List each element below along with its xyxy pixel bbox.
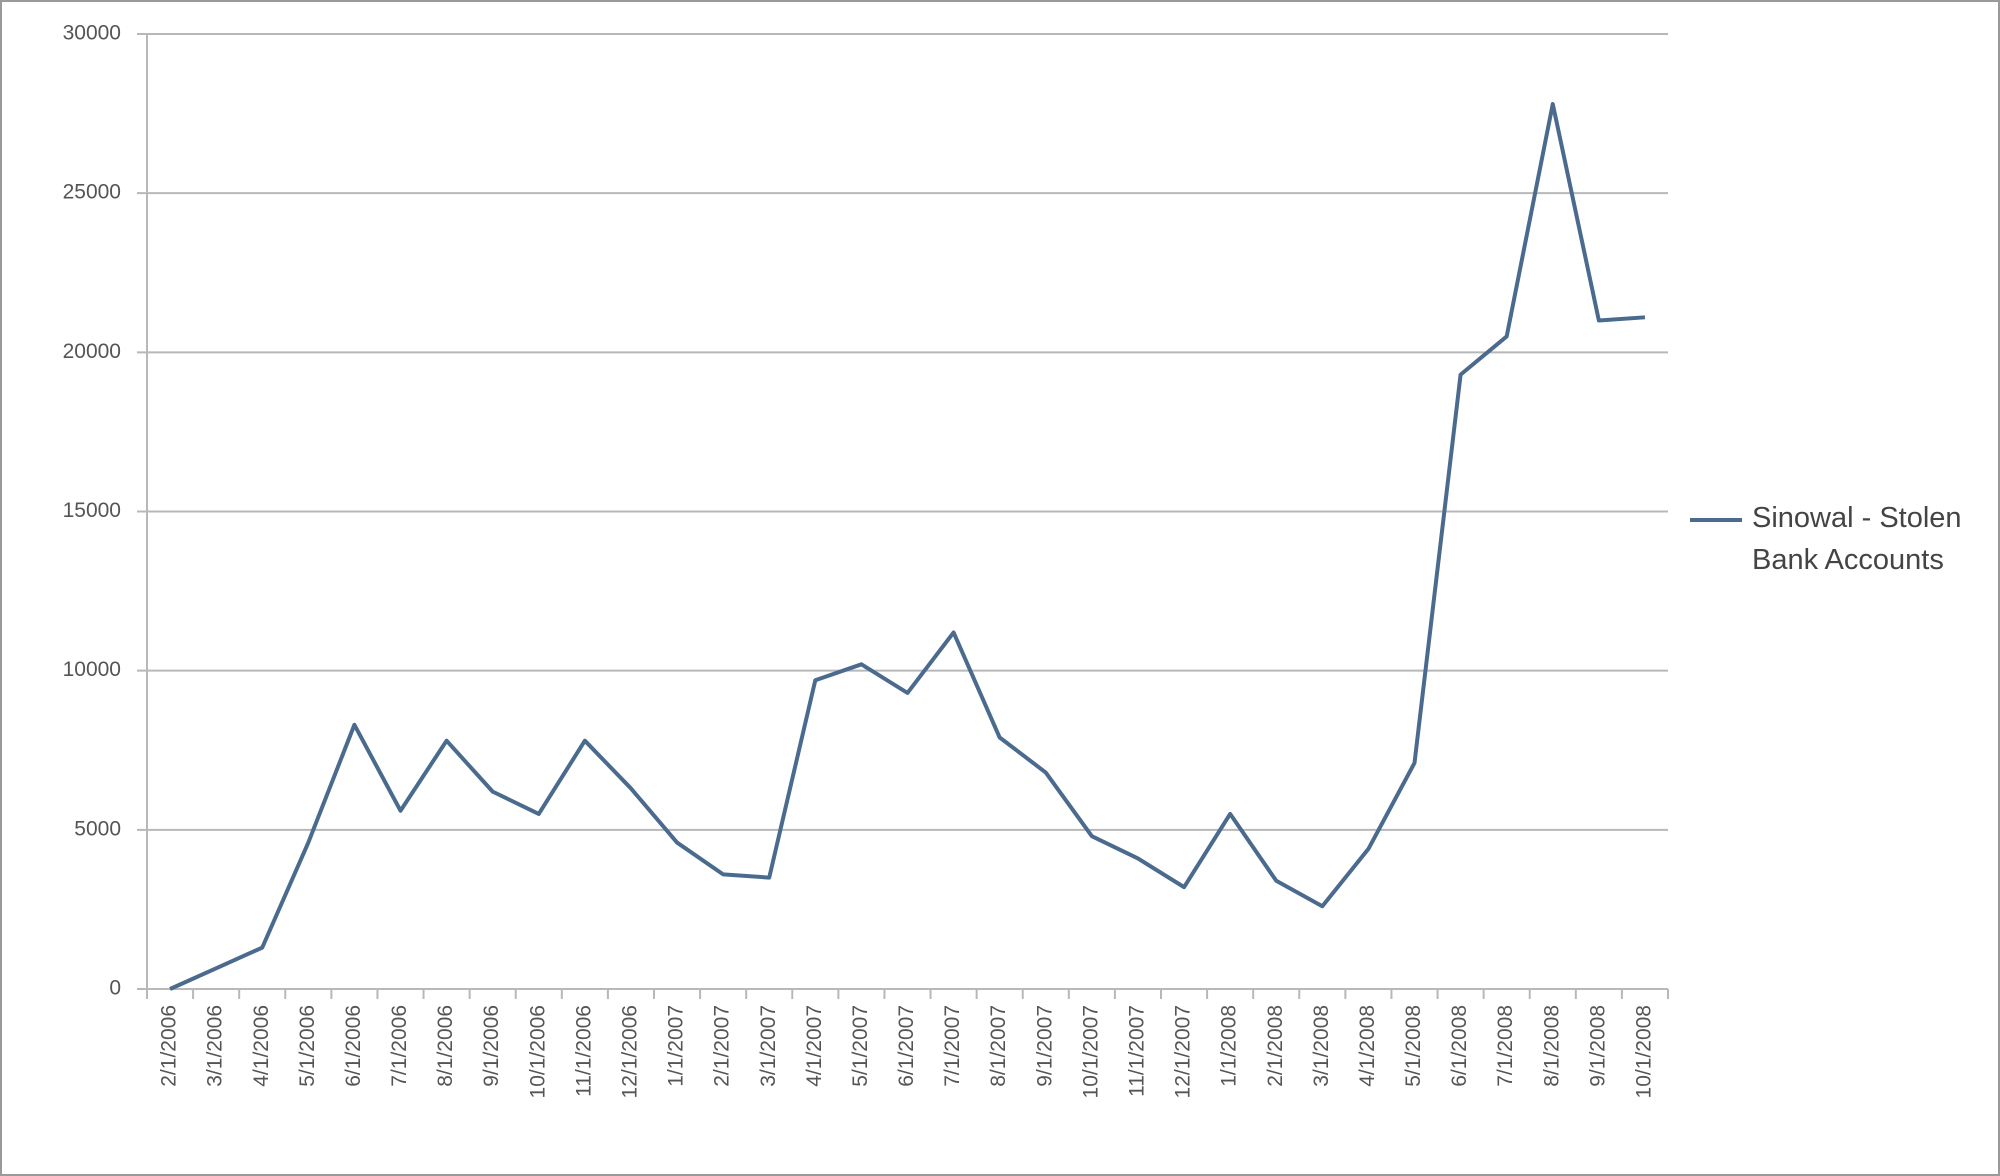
x-tick-label: 6/1/2006: [342, 1005, 365, 1087]
x-tick-label: 7/1/2006: [388, 1005, 411, 1087]
x-tick-label: 8/1/2006: [434, 1005, 457, 1087]
x-tick-label: 8/1/2007: [987, 1005, 1010, 1087]
x-tick-label: 9/1/2006: [480, 1005, 503, 1087]
y-tick-label: 20000: [63, 340, 121, 363]
y-tick-label: 10000: [63, 658, 121, 681]
x-tick-label: 9/1/2007: [1033, 1005, 1056, 1087]
x-tick-label: 5/1/2007: [849, 1005, 872, 1087]
x-tick-label: 12/1/2006: [619, 1005, 642, 1098]
x-tick-label: 2/1/2006: [158, 1005, 181, 1087]
x-tick-label: 8/1/2008: [1540, 1005, 1563, 1087]
y-tick-label: 25000: [63, 181, 121, 204]
x-tick-label: 4/1/2006: [250, 1005, 273, 1087]
x-tick-label: 5/1/2006: [296, 1005, 319, 1087]
x-tick-label: 6/1/2008: [1448, 1005, 1471, 1087]
series-line: [169, 102, 1646, 991]
x-tick-label: 3/1/2006: [204, 1005, 227, 1087]
legend-label: Sinowal - Stolen Bank Accounts: [1752, 502, 1962, 576]
y-tick-label: 0: [109, 977, 121, 1000]
y-tick-label: 5000: [74, 817, 121, 840]
x-tick-label: 5/1/2008: [1402, 1005, 1425, 1087]
x-tick-label: 12/1/2007: [1172, 1005, 1195, 1098]
x-tick-label: 11/1/2007: [1126, 1005, 1149, 1097]
y-tick-label: 15000: [63, 499, 121, 522]
x-tick-label: 1/1/2008: [1218, 1005, 1241, 1087]
x-tick-label: 10/1/2008: [1633, 1005, 1656, 1098]
x-tick-label: 7/1/2008: [1494, 1005, 1517, 1087]
x-tick-label: 11/1/2006: [572, 1005, 595, 1097]
legend-swatch: [1690, 518, 1742, 522]
x-tick-label: 1/1/2007: [665, 1005, 688, 1087]
x-tick-label: 10/1/2006: [526, 1005, 549, 1098]
x-tick-label: 2/1/2008: [1264, 1005, 1287, 1087]
x-tick-label: 6/1/2007: [895, 1005, 918, 1087]
x-tick-label: 7/1/2007: [941, 1005, 964, 1087]
x-tick-label: 3/1/2007: [757, 1005, 780, 1087]
x-tick-label: 9/1/2008: [1586, 1005, 1609, 1087]
x-tick-label: 4/1/2007: [803, 1005, 826, 1087]
x-tick-label: 4/1/2008: [1356, 1005, 1379, 1087]
x-tick-label: 2/1/2007: [711, 1005, 734, 1087]
x-tick-label: 3/1/2008: [1310, 1005, 1333, 1087]
y-tick-label: 30000: [63, 22, 121, 45]
legend: Sinowal - Stolen Bank Accounts: [1690, 497, 1990, 581]
x-tick-label: 10/1/2007: [1079, 1005, 1102, 1098]
